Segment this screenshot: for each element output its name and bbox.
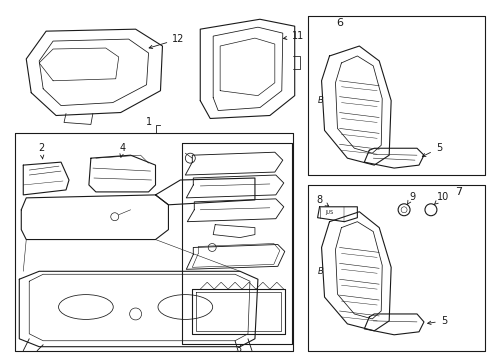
Text: 3: 3 (235, 344, 241, 354)
Text: 8: 8 (316, 195, 328, 206)
Text: 10: 10 (433, 192, 448, 204)
Text: 11: 11 (283, 31, 303, 41)
Text: 6: 6 (335, 18, 342, 28)
Text: 5: 5 (422, 143, 441, 157)
Text: B: B (317, 267, 323, 276)
Text: JUS: JUS (325, 210, 333, 215)
Text: B: B (317, 96, 323, 105)
Text: 4: 4 (120, 143, 125, 157)
Text: 1: 1 (145, 117, 151, 127)
Text: 5: 5 (427, 316, 446, 326)
Text: 7: 7 (454, 187, 461, 197)
Text: 2: 2 (38, 143, 44, 159)
Text: 12: 12 (149, 34, 184, 49)
Text: 9: 9 (407, 192, 414, 204)
